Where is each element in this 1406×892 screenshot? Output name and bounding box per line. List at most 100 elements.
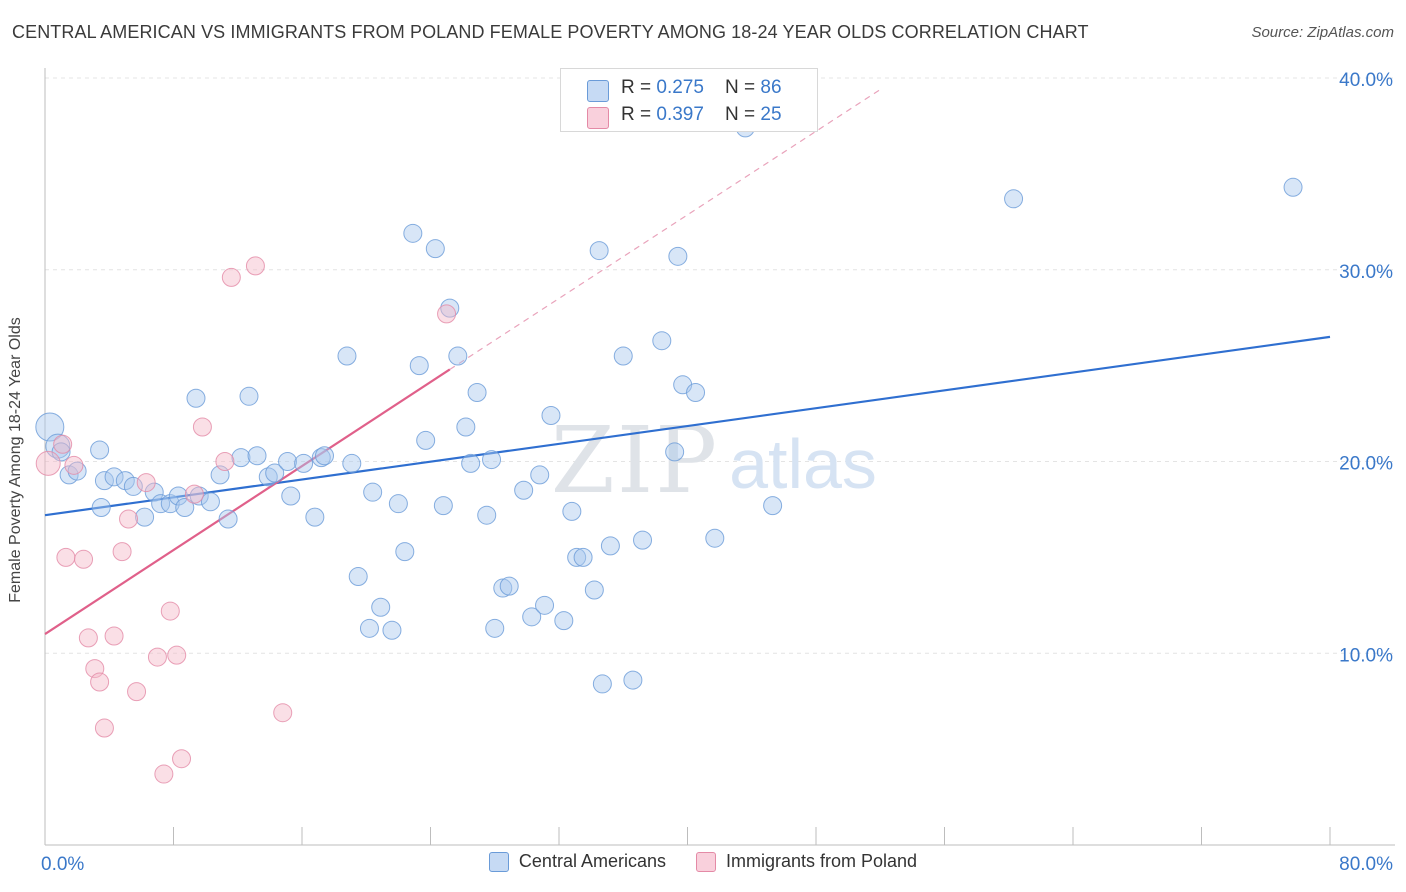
central-americans-point bbox=[395, 542, 415, 562]
r-label: R = bbox=[621, 77, 657, 98]
poland-point bbox=[35, 450, 61, 476]
source-label: Source: ZipAtlas.com bbox=[1251, 24, 1394, 41]
poland-point bbox=[78, 628, 98, 648]
central-americans-point bbox=[281, 486, 301, 506]
central-americans-point bbox=[239, 386, 259, 406]
central-americans-point bbox=[382, 620, 402, 640]
poland-point bbox=[184, 484, 204, 504]
central-americans-point bbox=[433, 496, 453, 516]
central-americans-point bbox=[589, 241, 609, 261]
poland-point bbox=[119, 509, 139, 529]
central-americans-point bbox=[1004, 189, 1024, 209]
central-americans-point bbox=[485, 618, 505, 638]
central-americans-point bbox=[554, 611, 574, 631]
central-americans-point bbox=[562, 501, 582, 521]
n-value: 25 bbox=[760, 104, 782, 125]
x-tick-label: 80.0% bbox=[1339, 854, 1393, 875]
n-label: N = bbox=[725, 77, 761, 98]
watermark-atlas: atlas bbox=[729, 425, 877, 503]
central-americans-point bbox=[123, 476, 143, 496]
watermark-zip: ZIP bbox=[551, 407, 719, 514]
axes bbox=[44, 68, 1395, 846]
n-label: N = bbox=[725, 104, 761, 125]
central-americans-point bbox=[592, 674, 612, 694]
central-americans-point bbox=[168, 486, 188, 506]
central-americans-point bbox=[522, 607, 542, 627]
poland-point bbox=[154, 764, 174, 784]
central-americans-point bbox=[477, 505, 497, 525]
poland-point bbox=[172, 749, 192, 769]
legend-item-poland: Immigrants from Poland bbox=[695, 851, 918, 872]
central-americans-point bbox=[294, 453, 314, 473]
series-legend: Central Americans Immigrants from Poland bbox=[0, 851, 1406, 872]
poland-point bbox=[127, 682, 147, 702]
central-americans-point bbox=[337, 346, 357, 366]
central-americans-point bbox=[416, 430, 436, 450]
central-americans-point bbox=[218, 509, 238, 529]
central-americans-point bbox=[763, 496, 783, 516]
poland-trend-extension bbox=[449, 89, 881, 370]
central-americans-point bbox=[278, 452, 298, 471]
stats-legend: R = 0.275 N = 86 R = 0.397 N = 25 bbox=[560, 68, 818, 132]
central-americans-point bbox=[573, 547, 593, 567]
central-americans-point bbox=[633, 530, 653, 550]
central-americans-point bbox=[348, 567, 368, 587]
central-americans-point bbox=[200, 492, 220, 512]
central-americans-point bbox=[186, 388, 206, 408]
central-americans-point bbox=[135, 507, 155, 527]
central-americans-point bbox=[175, 498, 195, 518]
poland-point bbox=[221, 267, 241, 287]
central-americans-point bbox=[613, 346, 633, 366]
central-americans-point bbox=[623, 670, 643, 690]
central-americans-point bbox=[247, 446, 267, 466]
poland-point bbox=[104, 626, 124, 646]
central-americans-point bbox=[314, 446, 334, 466]
central-americans-point bbox=[456, 417, 476, 437]
central-americans-point bbox=[461, 453, 481, 473]
central-americans-point bbox=[668, 246, 688, 266]
central-americans-point bbox=[652, 331, 672, 351]
poland-point bbox=[167, 645, 187, 665]
central-americans-point bbox=[403, 223, 423, 243]
central-americans-point bbox=[388, 494, 408, 514]
y-tick-label: 10.0% bbox=[1339, 645, 1393, 666]
central-americans-point bbox=[705, 528, 725, 548]
poland-point bbox=[136, 473, 156, 493]
central-americans-point bbox=[265, 463, 285, 483]
central-americans-point bbox=[530, 465, 550, 485]
central-americans-point bbox=[91, 498, 111, 518]
poland-point bbox=[437, 304, 457, 324]
central-americans-point bbox=[686, 382, 706, 402]
central-americans-point bbox=[305, 507, 325, 527]
poland-point bbox=[64, 455, 84, 475]
poland-point bbox=[147, 647, 167, 667]
y-axis-label: Female Poverty Among 18-24 Year Olds bbox=[7, 317, 24, 603]
r-value: 0.275 bbox=[656, 77, 704, 98]
legend-label: Immigrants from Poland bbox=[725, 851, 918, 871]
central-americans-point bbox=[359, 618, 379, 638]
central-americans-point bbox=[440, 298, 460, 318]
central-americans-point bbox=[371, 597, 391, 617]
legend-label: Central Americans bbox=[518, 851, 666, 871]
legend-swatch-pink bbox=[695, 851, 716, 872]
central-americans-point bbox=[493, 578, 513, 598]
central-americans-point bbox=[231, 448, 251, 468]
central-americans-point bbox=[584, 580, 604, 600]
grid-lines bbox=[45, 77, 1395, 654]
y-tick-label: 40.0% bbox=[1339, 70, 1393, 91]
central-americans-point bbox=[363, 482, 383, 502]
poland-point bbox=[192, 417, 212, 437]
chart-title: CENTRAL AMERICAN VS IMMIGRANTS FROM POLA… bbox=[12, 22, 1089, 42]
central-americans-point bbox=[104, 467, 124, 487]
r-value: 0.397 bbox=[656, 104, 704, 125]
poland-trend-line bbox=[44, 368, 451, 635]
poland-point bbox=[56, 547, 76, 567]
trend-lines bbox=[44, 89, 1331, 635]
central-americans-point bbox=[67, 461, 87, 481]
watermark: ZIP atlas bbox=[551, 407, 877, 514]
central-americans-point bbox=[151, 494, 171, 514]
central-americans-point bbox=[567, 547, 587, 567]
central-americans-point bbox=[541, 405, 561, 425]
central-americans-point bbox=[1283, 177, 1303, 197]
